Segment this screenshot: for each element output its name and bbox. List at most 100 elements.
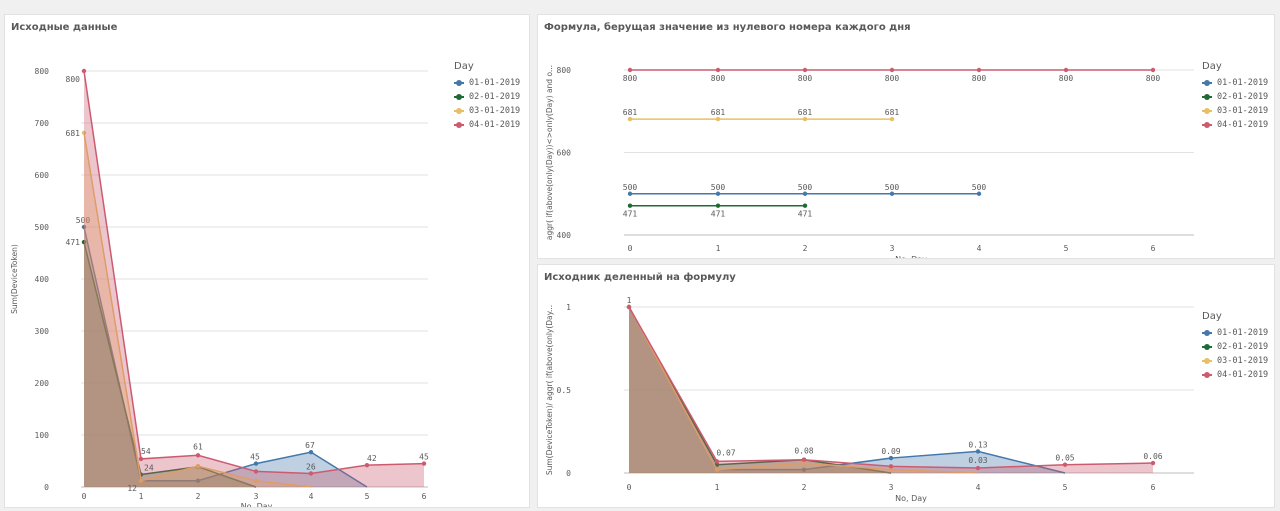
legend-item-03-01-2019[interactable]: 03-01-2019 (1202, 354, 1268, 368)
data-point (364, 462, 370, 468)
y-tick-label: 600 (557, 149, 572, 158)
legend-marker-icon (454, 121, 464, 129)
legend-item-03-01-2019[interactable]: 03-01-2019 (1202, 104, 1268, 118)
data-point (195, 464, 201, 469)
area-chart-ratio[interactable]: 0 0.5 1 0 1 2 3 4 5 6 No, Day Sum(DeviceToken)/ agg… (538, 265, 1198, 508)
legend-item-03-01-2019[interactable]: 03-01-2019 (454, 104, 520, 118)
data-point (1063, 67, 1069, 73)
x-tick-label: 3 (254, 492, 259, 501)
x-tick-label: 5 (1063, 483, 1068, 492)
panel-title: Формула, берущая значение из нулевого но… (544, 22, 911, 33)
legend-item-02-01-2019[interactable]: 02-01-2019 (1202, 340, 1268, 354)
data-point (889, 67, 895, 73)
data-point (627, 67, 633, 73)
y-tick-label: 1 (566, 303, 571, 312)
legend-marker-icon (1202, 93, 1212, 101)
legend-marker-icon (1202, 79, 1212, 87)
legend[interactable]: Day 01-01-2019 02-01-2019 03-01-2019 04-… (1202, 61, 1268, 132)
data-label: 26 (306, 462, 316, 471)
data-point (627, 191, 633, 196)
y-tick-label: 500 (35, 223, 50, 232)
data-label: 45 (419, 453, 429, 462)
data-label: 0.09 (881, 447, 900, 456)
data-point (802, 67, 808, 73)
legend-item-04-01-2019[interactable]: 04-01-2019 (1202, 368, 1268, 382)
line-chart-formula[interactable]: 400 600 800 0 1 2 3 4 5 6 No, Day aggr( if(above(on… (538, 15, 1198, 259)
data-point (253, 478, 259, 483)
x-tick-label: 3 (889, 483, 894, 492)
data-point (627, 203, 633, 208)
data-point (308, 471, 314, 476)
chart-panel-source-data: Исходные данные 0 100 200 300 400 500 600 700 80… (4, 14, 530, 508)
x-tick-label: 0 (628, 244, 633, 253)
legend-label: 04-01-2019 (1217, 120, 1269, 130)
legend-item-02-01-2019[interactable]: 02-01-2019 (454, 90, 520, 104)
legend-label: 04-01-2019 (1217, 370, 1269, 380)
legend-marker-icon (454, 93, 464, 101)
data-label: 800 (798, 74, 813, 83)
data-label: 0.05 (1055, 454, 1074, 463)
data-label: 500 (623, 183, 638, 192)
y-axis-title: Sum(DeviceToken)/ aggr( if(above(only(Da… (545, 305, 554, 475)
x-tick-label: 6 (422, 492, 427, 501)
legend-item-01-01-2019[interactable]: 01-01-2019 (454, 76, 520, 90)
data-point (627, 116, 633, 122)
legend[interactable]: Day 01-01-2019 02-01-2019 03-01-2019 04-… (454, 61, 520, 132)
y-tick-label: 300 (35, 327, 50, 336)
data-label: 42 (367, 454, 377, 463)
data-label: 0.06 (1143, 452, 1162, 461)
legend-item-04-01-2019[interactable]: 04-01-2019 (1202, 118, 1268, 132)
data-point (714, 462, 720, 467)
legend-marker-icon (1202, 357, 1212, 365)
data-point (888, 467, 894, 472)
x-tick-label: 5 (1064, 244, 1069, 253)
data-label: 12 (127, 484, 137, 493)
data-point (421, 461, 427, 466)
data-label: 800 (66, 75, 81, 84)
data-point (195, 478, 201, 483)
legend-item-02-01-2019[interactable]: 02-01-2019 (1202, 90, 1268, 104)
series-line-04-01-2019 (628, 306, 1154, 469)
data-label: 681 (623, 108, 638, 117)
legend-label: 02-01-2019 (469, 92, 521, 102)
data-label: 500 (711, 183, 726, 192)
data-point (801, 457, 807, 462)
data-point (81, 224, 87, 230)
x-tick-label: 1 (716, 244, 721, 253)
legend-marker-icon (1202, 329, 1212, 337)
legend-marker-icon (1202, 371, 1212, 379)
panel-title: Исходник деленный на формулу (544, 272, 736, 283)
data-label: 800 (1059, 74, 1074, 83)
x-tick-label: 6 (1151, 483, 1156, 492)
legend[interactable]: Day 01-01-2019 02-01-2019 03-01-2019 04-… (1202, 311, 1268, 382)
y-tick-label: 800 (35, 67, 50, 76)
data-label: 471 (623, 210, 638, 219)
data-point (976, 67, 982, 73)
series-line-02-01-2019 (83, 241, 257, 488)
data-label: 67 (305, 441, 315, 450)
series-area-03-01-2019 (84, 132, 311, 487)
x-tick-label: 2 (196, 492, 201, 501)
legend-title: Day (1202, 311, 1222, 322)
legend-item-04-01-2019[interactable]: 04-01-2019 (454, 118, 520, 132)
data-label: 500 (798, 183, 813, 192)
data-label: 471 (798, 210, 813, 219)
y-tick-label: 800 (557, 66, 572, 75)
legend-label: 03-01-2019 (1217, 356, 1269, 366)
data-label: 45 (250, 453, 260, 462)
legend-item-01-01-2019[interactable]: 01-01-2019 (1202, 326, 1268, 340)
data-point (889, 116, 895, 122)
x-tick-label: 4 (976, 483, 981, 492)
series-line-04-01-2019 (83, 70, 425, 475)
legend-label: 04-01-2019 (469, 120, 521, 130)
data-point (801, 460, 807, 466)
data-point (138, 456, 144, 462)
series-area-01-01-2019 (629, 307, 1065, 473)
data-label: 1 (627, 296, 632, 305)
x-tick-label: 0 (82, 492, 87, 501)
x-axis-title: No, Day (895, 255, 927, 259)
legend-item-01-01-2019[interactable]: 01-01-2019 (1202, 76, 1268, 90)
legend-label: 03-01-2019 (469, 106, 521, 116)
x-tick-label: 2 (802, 483, 807, 492)
